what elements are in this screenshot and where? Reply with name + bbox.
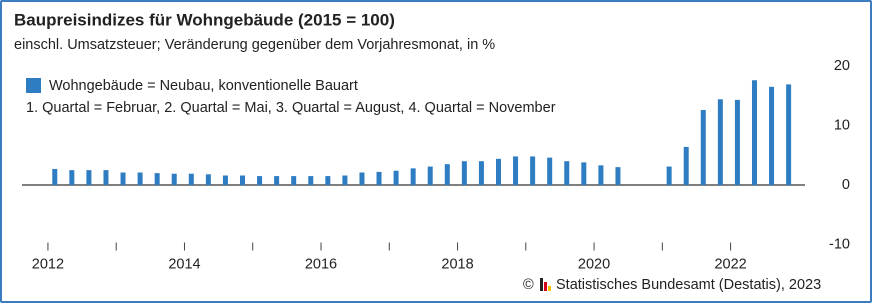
y-tick-label: -10: [829, 236, 850, 252]
bar: [683, 146, 689, 186]
bar: [188, 173, 194, 186]
bar: [581, 162, 587, 186]
bar: [291, 176, 297, 186]
bar: [444, 164, 450, 186]
bar: [308, 176, 314, 186]
bar: [495, 158, 501, 186]
x-tick-label: 2012: [32, 256, 64, 272]
bar: [717, 99, 723, 186]
copyright: ©: [523, 277, 534, 293]
bar: [359, 172, 365, 186]
x-tick-label: 2016: [305, 256, 337, 272]
bar: [530, 156, 536, 186]
bar: [461, 161, 467, 186]
bar: [154, 173, 160, 186]
bar: [478, 161, 484, 186]
bar: [666, 166, 672, 186]
x-tick-label: 2022: [714, 256, 746, 272]
bar: [700, 110, 706, 186]
bar: [274, 176, 280, 186]
bar: [325, 176, 331, 186]
bar: [786, 84, 792, 186]
legend-label: Wohngebäude = Neubau, konventionelle Bau…: [49, 78, 358, 94]
bar: [769, 86, 775, 186]
bar: [376, 171, 382, 186]
bar: [393, 170, 399, 186]
bar: [52, 168, 58, 186]
bar: [69, 170, 75, 186]
bar: [137, 172, 143, 186]
bar: [171, 173, 177, 186]
bar: [427, 166, 433, 186]
bar: [239, 175, 245, 186]
bar: [564, 161, 570, 186]
bar: [734, 99, 740, 186]
y-tick-label: 20: [834, 58, 850, 74]
y-tick-label: 10: [834, 117, 850, 133]
y-tick-label: 0: [842, 177, 850, 193]
x-tick-label: 2020: [578, 256, 610, 272]
source: Statistisches Bundesamt (Destatis), 2023: [556, 277, 821, 293]
bar: [257, 176, 263, 186]
note: 1. Quartal = Februar, 2. Quartal = Mai, …: [26, 100, 556, 116]
bar: [547, 157, 553, 186]
bar: [615, 167, 621, 186]
bar: [222, 175, 228, 186]
bar: [120, 172, 126, 186]
subtitle: einschl. Umsatzsteuer; Veränderung gegen…: [14, 37, 495, 53]
x-tick-label: 2018: [441, 256, 473, 272]
chart-title: Baupreisindizes für Wohngebäude (2015 = …: [14, 10, 395, 29]
bar: [751, 80, 757, 186]
bar: [86, 170, 92, 186]
bar: [205, 174, 211, 186]
bar: [342, 175, 348, 186]
logo: [540, 278, 551, 291]
x-tick-label: 2014: [168, 256, 200, 272]
bar: [410, 168, 416, 186]
bar: [513, 156, 519, 186]
bar: [103, 170, 109, 186]
bar: [598, 165, 604, 186]
legend-swatch: [26, 78, 41, 93]
